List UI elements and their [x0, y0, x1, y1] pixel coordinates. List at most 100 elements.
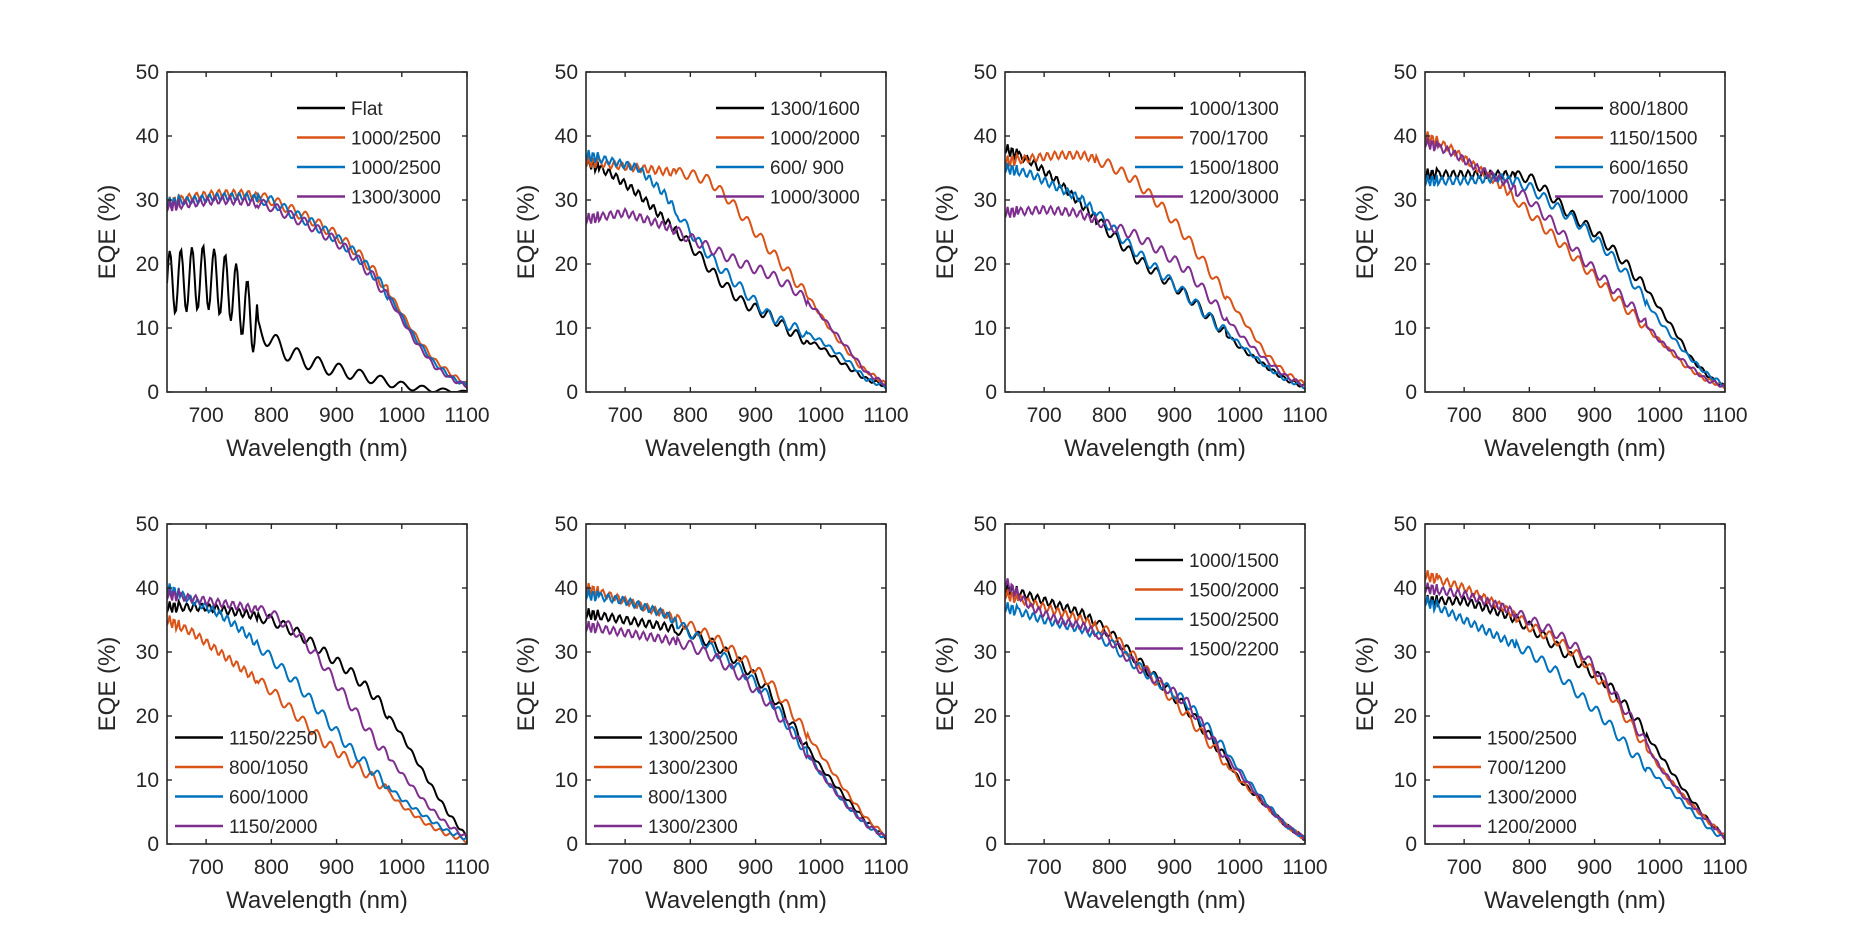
x-tick-label: 800	[1512, 856, 1547, 879]
legend: 1000/1300 700/1700 1500/1800 1200/3000	[1135, 99, 1279, 209]
legend-entry-2: 1000/2500	[351, 129, 441, 150]
legend-entry-1: 1000/1500	[1189, 551, 1279, 572]
series-line-3	[167, 583, 467, 841]
y-tick-label: 10	[1394, 317, 1417, 340]
series-line-2	[167, 615, 467, 844]
x-tick-label: 900	[738, 404, 773, 427]
legend-entry-2: 1500/2000	[1189, 581, 1279, 602]
x-axis-label: Wavelength (nm)	[1064, 887, 1246, 914]
axes-box	[585, 71, 887, 393]
y-tick-label: 20	[1394, 253, 1417, 276]
y-tick-label: 10	[136, 317, 159, 340]
y-tick-label: 40	[974, 125, 997, 148]
axes-box	[585, 523, 887, 845]
subplot-7: 700 800 900 1000 1100 0 10 20 30 40 50 Wavelength (…	[932, 513, 1328, 914]
y-axis-label: EQE (%)	[1352, 637, 1379, 732]
y-tick-label: 0	[566, 381, 578, 404]
series-line-3	[167, 191, 467, 387]
x-tick-label: 700	[608, 404, 643, 427]
legend-entry-3: 1000/2500	[351, 158, 441, 179]
x-tick-label: 1100	[444, 404, 489, 427]
x-tick-label: 1100	[1702, 856, 1747, 879]
series-line-1	[1425, 594, 1725, 838]
y-tick-label: 0	[147, 381, 159, 404]
series-line-1	[586, 156, 886, 388]
y-tick-label: 0	[985, 833, 997, 856]
series-line-1	[167, 598, 467, 840]
subplot-1: 700 800 900 1000 1100 0 10 20 30 40 50 Wavelength (…	[94, 61, 490, 462]
y-tick-label: 50	[1394, 513, 1417, 536]
y-tick-label: 30	[1394, 641, 1417, 664]
y-tick-label: 20	[136, 253, 159, 276]
subplot-2: 700 800 900 1000 1100 0 10 20 30 40 50 Wavelength (…	[513, 61, 909, 462]
x-tick-label: 900	[1157, 404, 1192, 427]
y-tick-label: 30	[1394, 189, 1417, 212]
series-line-3	[1425, 596, 1725, 841]
y-tick-label: 10	[555, 769, 578, 792]
legend-entry-4: 700/1000	[1609, 188, 1688, 209]
y-tick-label: 20	[136, 705, 159, 728]
legend-entry-3: 800/1300	[648, 788, 727, 809]
x-tick-label: 1000	[797, 856, 844, 879]
series-line-3	[586, 149, 886, 390]
series-line-2	[586, 582, 886, 838]
x-tick-label: 1100	[1282, 856, 1327, 879]
y-axis-label: EQE (%)	[932, 185, 959, 280]
x-tick-label: 1000	[1636, 856, 1683, 879]
y-tick-label: 40	[1394, 577, 1417, 600]
y-tick-label: 20	[555, 253, 578, 276]
y-tick-label: 20	[555, 705, 578, 728]
x-tick-label: 1000	[797, 404, 844, 427]
series-line-1	[1005, 144, 1305, 388]
x-tick-label: 900	[1157, 856, 1192, 879]
x-tick-label: 1100	[863, 404, 908, 427]
x-tick-label: 800	[1512, 404, 1547, 427]
legend-entry-1: 1300/1600	[770, 99, 860, 120]
legend: 800/1800 1150/1500 600/1650 700/1000	[1555, 99, 1697, 209]
x-tick-label: 1100	[444, 856, 489, 879]
y-tick-label: 50	[555, 61, 578, 84]
subplot-3: 700 800 900 1000 1100 0 10 20 30 40 50 Wavelength (…	[932, 61, 1328, 462]
series-line-4	[586, 206, 886, 387]
legend-entry-2: 1150/1500	[1609, 129, 1697, 150]
x-tick-label: 700	[1027, 856, 1062, 879]
axes-box	[166, 523, 468, 845]
y-tick-label: 0	[1405, 381, 1417, 404]
axes-box	[1424, 71, 1726, 393]
y-tick-label: 30	[136, 641, 159, 664]
y-tick-label: 20	[1394, 705, 1417, 728]
x-tick-label: 900	[738, 856, 773, 879]
axes-box	[1424, 523, 1726, 845]
x-tick-label: 700	[189, 404, 224, 427]
y-tick-label: 10	[974, 769, 997, 792]
legend: 1500/2500 700/1200 1300/2000 1200/2000	[1433, 729, 1577, 838]
y-tick-label: 20	[974, 253, 997, 276]
y-tick-label: 30	[555, 189, 578, 212]
x-tick-label: 900	[319, 856, 354, 879]
x-tick-label: 900	[1577, 856, 1612, 879]
series-line-4	[1425, 582, 1725, 840]
y-tick-label: 10	[1394, 769, 1417, 792]
y-tick-label: 10	[136, 769, 159, 792]
x-tick-label: 1000	[1216, 856, 1263, 879]
x-axis-label: Wavelength (nm)	[226, 887, 408, 914]
legend-entry-1: Flat	[351, 99, 383, 120]
legend-entry-2: 700/1700	[1189, 129, 1268, 150]
y-tick-label: 40	[1394, 125, 1417, 148]
x-tick-label: 1100	[1702, 404, 1747, 427]
x-tick-label: 1000	[378, 856, 425, 879]
y-tick-label: 30	[136, 189, 159, 212]
y-tick-label: 50	[136, 61, 159, 84]
subplot-4: 700 800 900 1000 1100 0 10 20 30 40 50 Wavelength (…	[1352, 61, 1748, 462]
legend: Flat 1000/2500 1000/2500 1300/3000	[297, 99, 441, 209]
legend: 1000/1500 1500/2000 1500/2500 1500/2200	[1135, 551, 1279, 661]
x-tick-label: 900	[319, 404, 354, 427]
y-tick-label: 0	[1405, 833, 1417, 856]
x-axis-label: Wavelength (nm)	[1064, 435, 1246, 462]
series-line-3	[1425, 172, 1725, 388]
subplot-8: 700 800 900 1000 1100 0 10 20 30 40 50 Wavelength (…	[1352, 513, 1748, 914]
legend-entry-3: 600/1000	[229, 788, 308, 809]
legend-entry-1: 1300/2500	[648, 729, 738, 750]
series-line-1	[167, 243, 467, 392]
